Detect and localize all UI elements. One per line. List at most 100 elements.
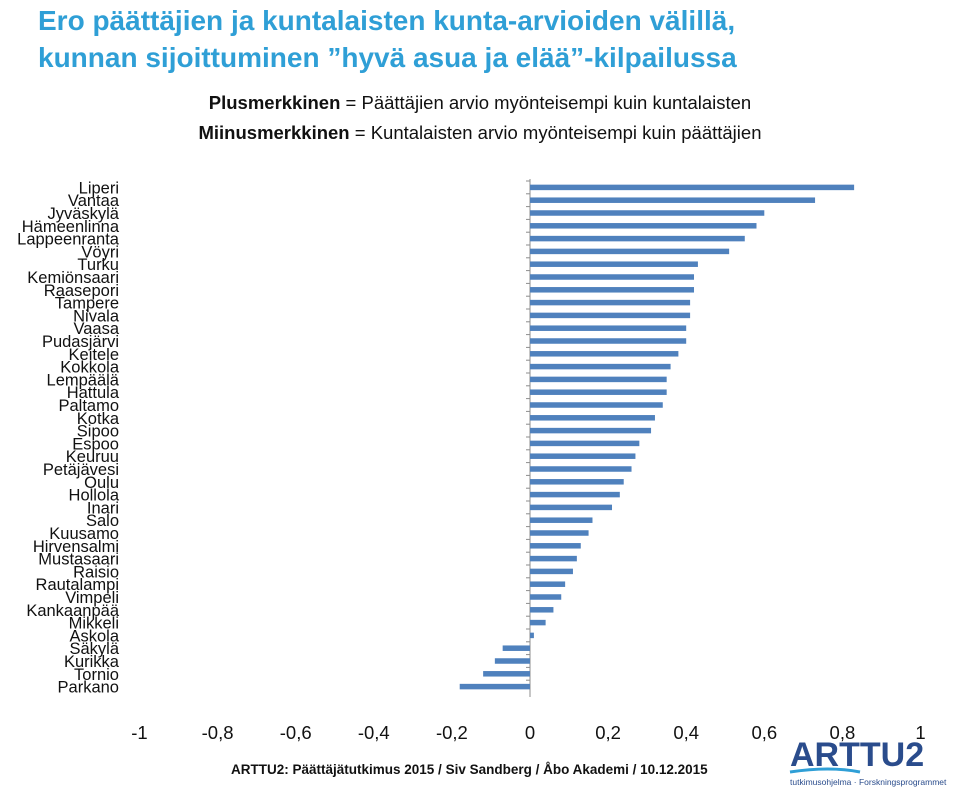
category-label: Nivala <box>73 307 120 325</box>
bar <box>530 235 745 242</box>
category-label: Raisio <box>73 563 119 581</box>
category-label: Vöyri <box>81 243 119 261</box>
footer-credit: ARTTU2: Päättäjätutkimus 2015 / Siv Sand… <box>231 762 708 777</box>
title-line-2: kunnan sijoittuminen ”hyvä asua ja elää”… <box>38 42 737 73</box>
category-label: Keuruu <box>66 448 119 466</box>
bar <box>530 466 632 472</box>
bar <box>530 197 816 203</box>
plus-label: Plusmerkkinen <box>208 92 341 113</box>
x-tick-label: 0,4 <box>673 722 699 743</box>
bar <box>530 453 636 459</box>
bar <box>530 248 730 255</box>
category-label: Tornio <box>74 666 119 684</box>
bar <box>530 261 698 267</box>
bar <box>530 619 546 626</box>
category-label: Kuusamo <box>49 525 119 543</box>
bar <box>530 607 554 613</box>
category-label: Sipoo <box>77 423 119 441</box>
category-label: Lappeenranta <box>17 231 120 249</box>
x-tick-label: -0,4 <box>358 722 390 743</box>
category-label: Kurikka <box>64 653 120 671</box>
category-label: Säkylä <box>69 640 119 658</box>
bar <box>530 299 691 306</box>
bar <box>530 479 624 485</box>
subtitle-plus: Plusmerkkinen = Päättäjien arvio myöntei… <box>0 88 960 118</box>
bar <box>530 440 640 447</box>
minus-text: = Kuntalaisten arvio myönteisempi kuin p… <box>349 122 762 143</box>
bar <box>530 287 695 293</box>
title-line-1: Ero päättäjien ja kuntalaisten kunta-arv… <box>38 5 736 36</box>
bar <box>530 184 855 191</box>
bar <box>502 645 530 651</box>
category-label: Espoo <box>72 435 119 453</box>
arttu2-logo: ARTTU2 tutkimusohjelma · Forskningsprogr… <box>789 736 947 787</box>
bar <box>530 363 671 370</box>
x-tick-label: -0,2 <box>436 722 468 743</box>
bar <box>530 325 687 331</box>
bar <box>459 683 530 690</box>
category-label: Mikkeli <box>69 615 119 633</box>
category-label: Lempäälä <box>47 371 120 389</box>
category-label: Paltamo <box>58 397 119 415</box>
category-label: Tampere <box>55 295 119 313</box>
svg-text:ARTTU2: ARTTU2 <box>790 736 924 774</box>
category-label: Hattula <box>67 384 120 402</box>
category-label: Keitele <box>69 346 119 364</box>
category-label: Mustasaari <box>38 551 119 569</box>
category-label: Hollola <box>69 487 120 505</box>
bar <box>530 555 577 562</box>
category-label: Petäjävesi <box>43 461 119 479</box>
bar <box>494 658 530 664</box>
x-tick-label: 0,8 <box>830 722 856 743</box>
bar <box>530 402 663 408</box>
subtitle-minus: Miinusmerkkinen = Kuntalaisten arvio myö… <box>0 118 960 148</box>
category-label: Rautalampi <box>36 576 119 594</box>
bar <box>530 338 687 344</box>
category-label: Vimpeli <box>65 589 119 607</box>
x-tick-label: -1 <box>131 722 147 743</box>
x-tick-label: 0,6 <box>751 722 777 743</box>
x-tick-label: -0,6 <box>280 722 312 743</box>
x-tick-label: 0 <box>525 722 535 743</box>
bar <box>530 543 581 549</box>
svg-text:tutkimusohjelma · Forskningspr: tutkimusohjelma · Forskningsprogrammet <box>790 777 947 787</box>
category-label: Pudasjärvi <box>42 333 119 351</box>
bar <box>530 504 613 511</box>
x-tick-label: 0,2 <box>595 722 621 743</box>
category-label: Kokkola <box>60 359 120 377</box>
category-label: Inari <box>87 499 119 517</box>
bar <box>530 491 620 498</box>
bar <box>530 594 562 600</box>
bar <box>483 671 530 677</box>
category-label: Hämeenlinna <box>22 218 120 236</box>
chart-title: Ero päättäjien ja kuntalaisten kunta-arv… <box>38 2 938 76</box>
category-label: Kankaanpää <box>26 602 119 620</box>
category-label: Parkano <box>58 679 119 697</box>
category-label: Kemiönsaari <box>27 269 119 287</box>
minus-label: Miinusmerkkinen <box>198 122 350 143</box>
category-label: Oulu <box>84 474 119 492</box>
bar <box>530 581 566 587</box>
bar <box>530 517 593 523</box>
category-label: Liperi <box>79 179 119 197</box>
category-label: Vantaa <box>68 192 120 210</box>
category-label: Jyväskylä <box>47 205 119 223</box>
bar <box>530 376 667 383</box>
bar <box>530 632 534 639</box>
category-label: Turku <box>77 256 119 274</box>
bar <box>530 427 652 434</box>
bar <box>530 274 695 280</box>
category-label: Raasepori <box>44 282 119 300</box>
bar <box>530 351 679 357</box>
category-label: Hirvensalmi <box>33 538 119 556</box>
category-label: Askola <box>69 627 119 645</box>
x-tick-label: -0,8 <box>202 722 234 743</box>
category-label: Salo <box>86 512 119 530</box>
bar <box>530 312 691 319</box>
x-tick-label: 1 <box>915 722 925 743</box>
bar <box>530 530 589 536</box>
bar <box>530 223 757 229</box>
bar <box>530 210 765 216</box>
bar <box>530 568 573 575</box>
plus-text: = Päättäjien arvio myönteisempi kuin kun… <box>340 92 752 113</box>
